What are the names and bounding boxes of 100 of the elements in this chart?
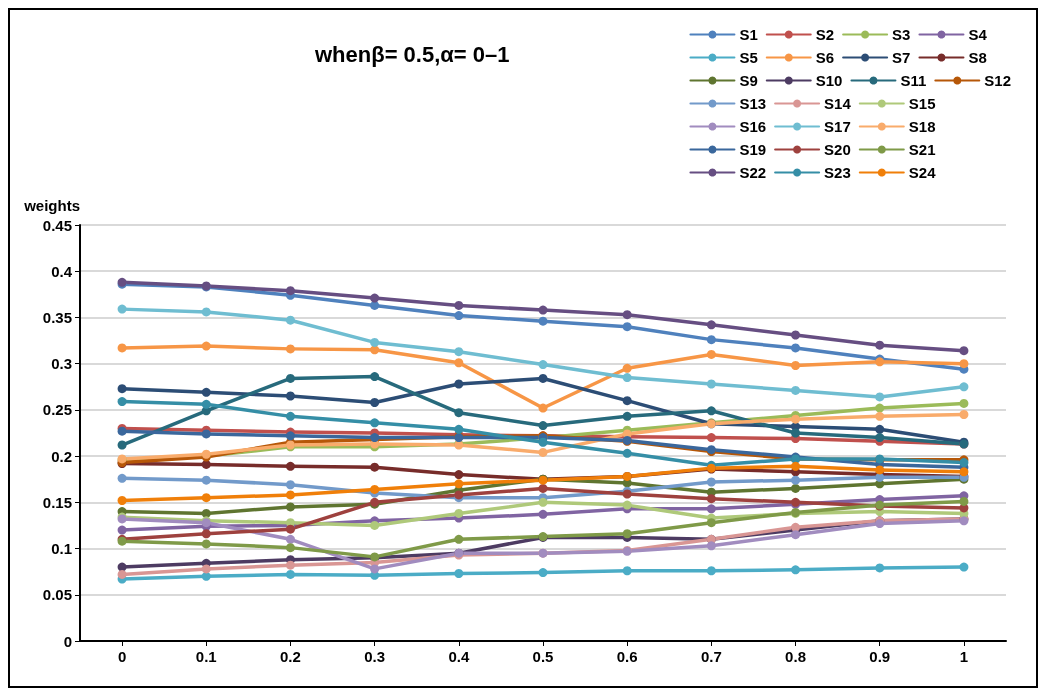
point	[201, 571, 211, 581]
point	[201, 539, 211, 549]
point	[370, 484, 380, 494]
point	[454, 379, 464, 389]
point	[454, 347, 464, 357]
point	[791, 483, 801, 493]
x-tick-label: 0.6	[616, 648, 638, 665]
point	[959, 562, 969, 572]
legend-label: S8	[968, 49, 987, 66]
point	[370, 462, 380, 472]
point	[285, 534, 295, 544]
point	[538, 305, 548, 315]
point	[117, 440, 127, 450]
point	[791, 414, 801, 424]
y-tick-label: 0.1	[51, 540, 72, 558]
point	[201, 429, 211, 439]
x-tick-label: 0.4	[448, 648, 470, 665]
chart-title: whenβ= 0.5,α= 0–1	[314, 41, 510, 67]
point	[538, 403, 548, 413]
point	[285, 286, 295, 296]
legend-label: S14	[824, 95, 852, 112]
legend-label: S19	[739, 141, 767, 158]
legend-label: S12	[984, 72, 1012, 89]
point	[454, 508, 464, 518]
point	[538, 360, 548, 370]
point	[622, 373, 632, 383]
point	[454, 470, 464, 480]
point	[285, 344, 295, 354]
point	[791, 361, 801, 371]
point	[959, 467, 969, 477]
point	[875, 465, 885, 475]
legend-label: S11	[900, 72, 927, 89]
point	[622, 396, 632, 406]
point	[285, 560, 295, 570]
point	[201, 307, 211, 317]
y-tick-label: 0.25	[42, 401, 72, 419]
point	[285, 569, 295, 579]
point	[875, 424, 885, 434]
point	[875, 563, 885, 573]
x-tick-label: 0	[117, 648, 127, 665]
point	[117, 343, 127, 353]
point	[791, 385, 801, 395]
point	[201, 493, 211, 503]
point	[875, 411, 885, 421]
point	[959, 410, 969, 420]
legend-label: S6	[815, 49, 835, 66]
point	[285, 524, 295, 534]
legend-label: S18	[908, 118, 936, 135]
point	[370, 372, 380, 382]
point	[538, 509, 548, 519]
point	[201, 341, 211, 351]
legend-label: S15	[908, 95, 936, 112]
legend-label: S21	[908, 141, 936, 158]
point	[706, 406, 716, 416]
y-tick-label: 0.4	[51, 262, 73, 280]
point	[454, 569, 464, 579]
point	[370, 520, 380, 530]
point	[285, 391, 295, 401]
point	[706, 494, 716, 504]
legend-label: S16	[739, 118, 767, 135]
y-tick-label: 0	[63, 632, 72, 650]
point	[201, 387, 211, 397]
point	[538, 447, 548, 457]
point	[791, 343, 801, 353]
point	[285, 315, 295, 325]
point	[706, 566, 716, 576]
point	[622, 310, 632, 320]
y-tick-label: 0.2	[51, 447, 72, 465]
point	[285, 411, 295, 421]
point	[706, 504, 716, 514]
point	[706, 518, 716, 528]
point	[622, 363, 632, 373]
point	[538, 483, 548, 493]
y-tick-label: 0.45	[42, 216, 72, 234]
point	[117, 473, 127, 483]
legend-label: S23	[824, 164, 851, 181]
point	[285, 461, 295, 471]
point	[370, 300, 380, 310]
point	[370, 293, 380, 303]
legend-label: S13	[739, 95, 767, 112]
point	[875, 392, 885, 402]
point	[706, 379, 716, 389]
legend-label: S22	[739, 164, 767, 181]
point	[285, 373, 295, 383]
y-tick-label: 0.35	[42, 308, 72, 326]
x-tick-label: 0.9	[869, 648, 891, 665]
point	[370, 337, 380, 347]
point	[285, 431, 295, 441]
x-tick-label: 0.3	[364, 648, 386, 665]
point	[538, 373, 548, 383]
point	[791, 461, 801, 471]
legend-label: S1	[739, 26, 758, 43]
x-tick-label: 0.7	[700, 648, 722, 665]
point	[706, 320, 716, 330]
point	[538, 421, 548, 431]
legend-label: S5	[739, 49, 758, 66]
point	[706, 433, 716, 443]
point	[454, 424, 464, 434]
point	[791, 565, 801, 575]
point	[706, 349, 716, 359]
